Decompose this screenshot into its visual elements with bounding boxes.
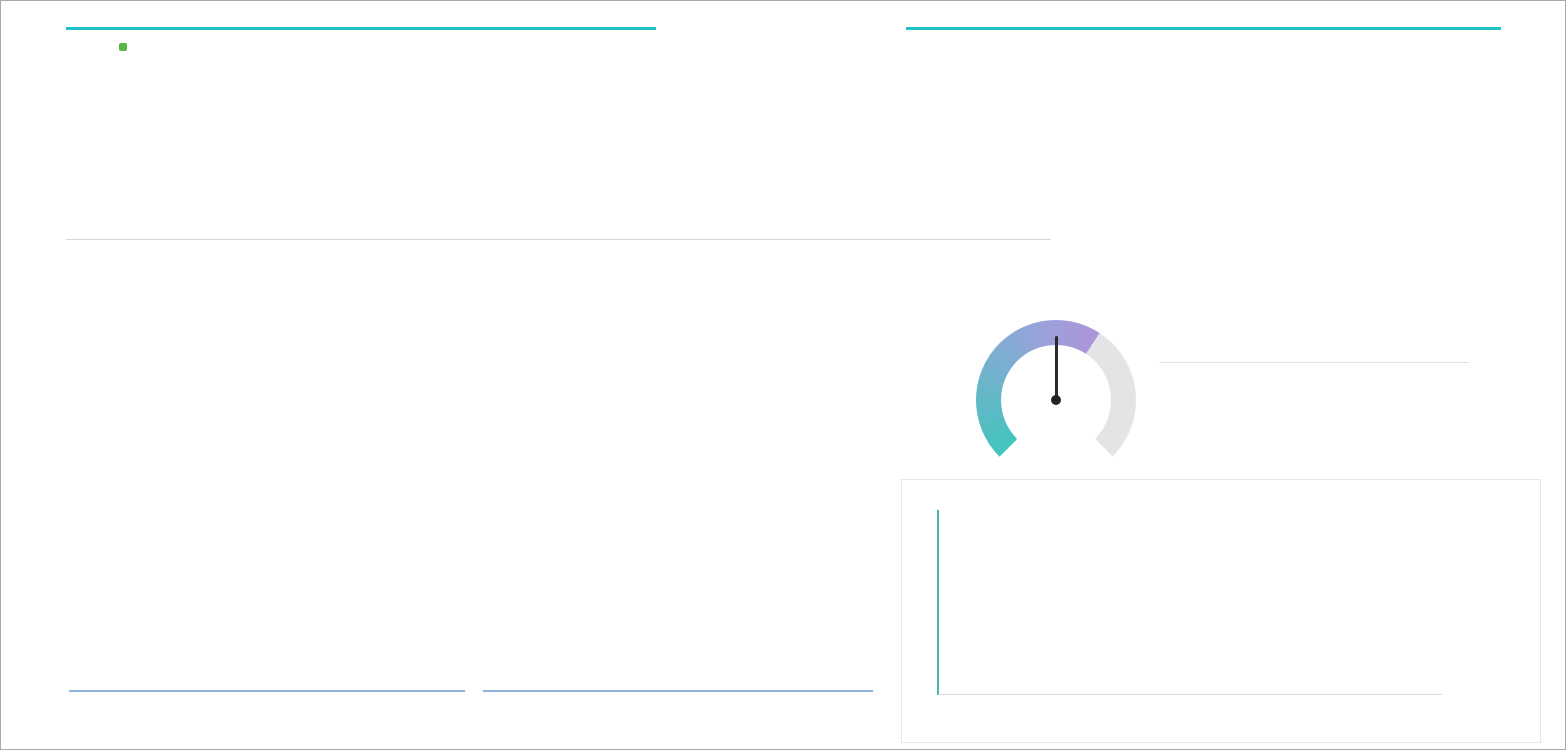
logo (119, 43, 130, 51)
gauge-center-dot (1051, 395, 1061, 405)
donut-chart (129, 314, 329, 472)
y-axis (902, 510, 933, 695)
x-axis (483, 695, 873, 709)
bar-plot-area[interactable] (69, 502, 465, 686)
chart-panel-hot-spots (901, 479, 1541, 743)
chart-panel-consumer-age (479, 476, 879, 716)
gauge-needle (1054, 336, 1058, 400)
header-divider-right (906, 27, 1501, 30)
x-axis-line (69, 690, 465, 692)
category-axis (66, 244, 1051, 290)
chart-panel-age-gauge (951, 284, 1161, 484)
chart-panel-avg-sales (61, 476, 473, 716)
area-chart[interactable] (1159, 101, 1469, 363)
chart-panel-play-count (61, 56, 1161, 291)
pie-chart (576, 306, 776, 478)
pie-circle[interactable] (600, 336, 726, 462)
chart-panel-spot-consumption (1151, 56, 1523, 461)
bar-plot-area[interactable] (483, 502, 873, 686)
x-axis (69, 695, 465, 709)
gauge-chart[interactable] (976, 320, 1136, 480)
x-axis (937, 700, 1442, 714)
chart-panel-visitors-per-trip (521, 286, 951, 481)
legend (1451, 580, 1537, 587)
x-axis (1159, 368, 1469, 380)
area-chart[interactable] (939, 510, 1442, 694)
area-plot-area[interactable] (937, 510, 1442, 695)
age-axis (66, 82, 1051, 95)
bar-plot-area[interactable] (66, 98, 1051, 240)
donut-circle[interactable] (169, 336, 283, 450)
header-divider-left (66, 27, 656, 30)
chart-panel-order-quantity (61, 286, 521, 481)
x-axis-line (483, 690, 873, 692)
logo-icon (119, 43, 127, 51)
